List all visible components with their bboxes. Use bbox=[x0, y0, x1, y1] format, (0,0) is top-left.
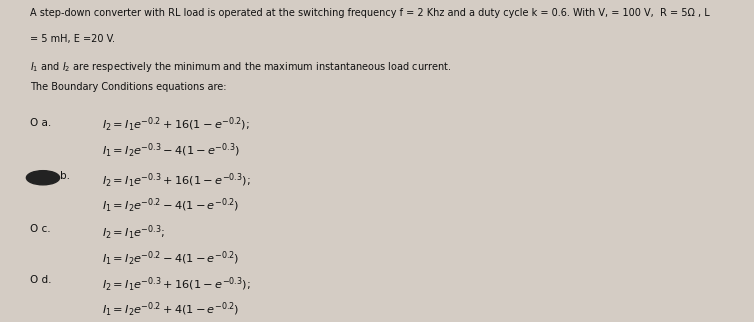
Text: $I_2 = I_1e^{-0.3} + 16(1 - e^{-0.3})$;: $I_2 = I_1e^{-0.3} + 16(1 - e^{-0.3})$; bbox=[102, 171, 250, 190]
Text: O c.: O c. bbox=[30, 224, 51, 234]
Text: $I_1$ and $I_2$ are respectively the minimum and the maximum instantaneous load : $I_1$ and $I_2$ are respectively the min… bbox=[30, 60, 452, 73]
Text: $I_1 = I_2e^{-0.3} - 4(1 - e^{-0.3})$: $I_1 = I_2e^{-0.3} - 4(1 - e^{-0.3})$ bbox=[102, 142, 240, 160]
Text: The Boundary Conditions equations are:: The Boundary Conditions equations are: bbox=[30, 82, 227, 92]
Circle shape bbox=[26, 171, 60, 185]
Text: O d.: O d. bbox=[30, 275, 52, 285]
Text: = 5 mH, E =20 V.: = 5 mH, E =20 V. bbox=[30, 34, 115, 44]
Text: $I_1 = I_2e^{-0.2} - 4(1 - e^{-0.2})$: $I_1 = I_2e^{-0.2} - 4(1 - e^{-0.2})$ bbox=[102, 250, 239, 268]
Text: b.: b. bbox=[60, 171, 70, 181]
Text: $I_2 = I_1e^{-0.3} + 16(1 - e^{-0.3})$;: $I_2 = I_1e^{-0.3} + 16(1 - e^{-0.3})$; bbox=[102, 275, 250, 294]
Text: $I_2 = I_1e^{-0.3}$;: $I_2 = I_1e^{-0.3}$; bbox=[102, 224, 165, 242]
Text: A step-down converter with RL load is operated at the switching frequency f = 2 : A step-down converter with RL load is op… bbox=[30, 8, 710, 18]
Text: $I_1 = I_2e^{-0.2} - 4(1 - e^{-0.2})$: $I_1 = I_2e^{-0.2} - 4(1 - e^{-0.2})$ bbox=[102, 197, 239, 215]
Text: $I_2 = I_1e^{-0.2} + 16(1 - e^{-0.2})$;: $I_2 = I_1e^{-0.2} + 16(1 - e^{-0.2})$; bbox=[102, 116, 250, 134]
Text: $I_1 = I_2e^{-0.2} + 4(1 - e^{-0.2})$: $I_1 = I_2e^{-0.2} + 4(1 - e^{-0.2})$ bbox=[102, 301, 239, 319]
Text: O a.: O a. bbox=[30, 118, 51, 128]
